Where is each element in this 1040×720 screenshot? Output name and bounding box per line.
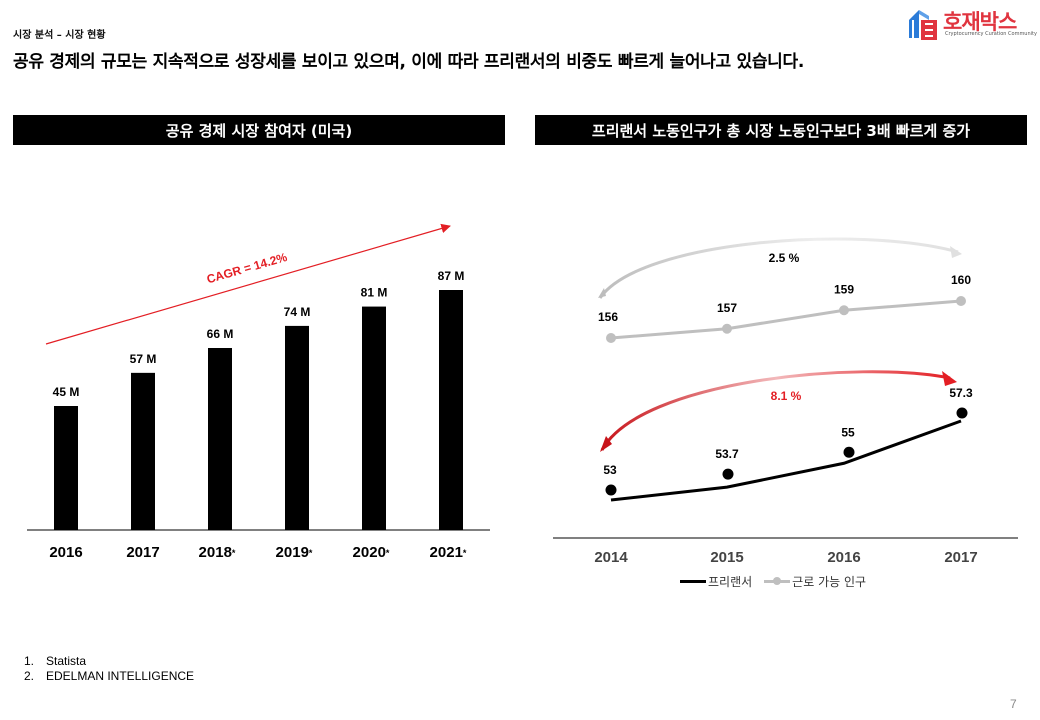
page-title: 공유 경제의 규모는 지속적으로 성장세를 보이고 있으며, 이에 따라 프리랜…: [13, 52, 804, 72]
x-tick-label: 2017: [126, 544, 159, 561]
point-label-freelancer: 53.7: [715, 447, 739, 461]
point-freelancer: [722, 468, 734, 480]
bar-2017: [131, 372, 155, 530]
point-freelancer: [843, 446, 855, 458]
legend-swatch-gray: [764, 577, 791, 585]
point-label-freelancer: 57.3: [949, 386, 973, 400]
source-item: 1. Statista: [24, 654, 87, 668]
bar-value-label: 45 M: [53, 385, 80, 399]
point-label-workforce: 157: [717, 301, 737, 315]
bar-value-label: 87 M: [438, 269, 465, 283]
series-line-freelancer: [610, 419, 962, 502]
legend-item-workforce: 근로 가능 인구: [764, 573, 866, 590]
legend-label: 근로 가능 인구: [792, 575, 867, 589]
gray-arc-arrowhead: [950, 246, 962, 258]
gray-arc-tail: [598, 288, 606, 298]
cagr-arrow: [45, 223, 451, 345]
bar-2021: [439, 290, 463, 530]
point-freelancer: [956, 407, 968, 419]
bar-2016: [54, 406, 78, 530]
bar-chart-title: 공유 경제 시장 참여자 (미국): [13, 115, 505, 145]
logo: 호재박스 Cryptocurrency Curation Community: [905, 4, 1037, 42]
bar-2020: [362, 306, 386, 530]
legend-item-freelancer: 프리랜서: [680, 573, 752, 590]
legend-swatch-black: [680, 580, 706, 583]
logo-subtitle: Cryptocurrency Curation Community: [945, 31, 1037, 37]
point-label-workforce: 159: [834, 282, 854, 296]
bar-chart: CAGR = 14.2% 45 M 2016 57 M 2017 66 M 2018* 74…: [27, 223, 490, 561]
x-tick-label: 2014: [594, 549, 628, 566]
point-workforce: [722, 323, 732, 334]
point-workforce: [956, 296, 966, 306]
line-chart-title: 프리랜서 노동인구가 총 시장 노동인구보다 3배 빠르게 증가: [535, 115, 1027, 145]
cagr-label: CAGR = 14.2%: [205, 250, 289, 286]
legend-label: 프리랜서: [708, 575, 753, 589]
x-tick-label: 2021*: [430, 544, 467, 561]
point-freelancer: [605, 484, 617, 496]
bar-2019: [285, 325, 309, 530]
x-tick-label: 2015: [710, 549, 743, 566]
gray-growth-arc: [598, 237, 959, 299]
x-tick-label: 2016: [827, 549, 860, 566]
bar-value-label: 74 M: [284, 305, 311, 319]
x-tick-label: 2016: [49, 544, 82, 561]
x-tick-label: 2017: [944, 549, 977, 566]
source-item: 2. EDELMAN INTELLIGENCE: [24, 669, 195, 683]
point-workforce: [606, 333, 616, 343]
gray-growth-label: 2.5 %: [769, 251, 800, 265]
red-growth-label: 8.1 %: [771, 389, 802, 403]
bar-2018: [208, 348, 232, 530]
line-chart: 2.5 % 8.1 % 2014 2015 2016 2017 156 157 159 160…: [553, 237, 1018, 566]
page-number: 7: [1010, 697, 1017, 711]
logo-text: 호재박스: [943, 10, 1017, 34]
breadcrumb: 시장 분석 – 시장 현황: [13, 30, 106, 41]
series-line-workforce: [610, 299, 962, 340]
line-chart-legend: 프리랜서 근로 가능 인구: [680, 573, 878, 590]
bar-value-label: 57 M: [130, 352, 157, 366]
point-label-workforce: 156: [598, 310, 618, 324]
box-logo-icon: [909, 10, 937, 40]
point-label-workforce: 160: [951, 273, 971, 287]
red-arc-tail: [600, 436, 612, 452]
bar-value-label: 66 M: [207, 327, 234, 341]
sources-list: 1. Statista 2. EDELMAN INTELLIGENCE: [24, 654, 194, 684]
x-tick-label: 2019*: [276, 544, 313, 561]
point-workforce: [839, 305, 849, 316]
x-tick-label: 2020*: [353, 544, 390, 561]
red-growth-arc: [600, 370, 951, 451]
point-label-freelancer: 53: [603, 463, 617, 477]
x-tick-label: 2018*: [199, 544, 236, 561]
point-label-freelancer: 55: [841, 425, 855, 439]
red-arc-arrowhead: [942, 371, 957, 386]
bar-value-label: 81 M: [361, 286, 388, 300]
